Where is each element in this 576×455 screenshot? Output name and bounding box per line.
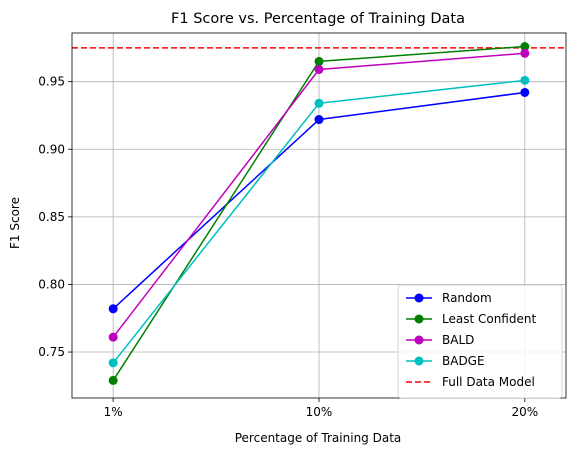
legend-entry: Random bbox=[406, 291, 492, 305]
data-point bbox=[314, 115, 324, 125]
legend-marker bbox=[414, 335, 424, 345]
legend-label: Random bbox=[442, 291, 492, 305]
data-point bbox=[108, 358, 118, 368]
series-3 bbox=[108, 75, 530, 368]
y-tick-label: 0.75 bbox=[38, 345, 65, 359]
legend-label: Full Data Model bbox=[442, 375, 535, 389]
series-layer bbox=[108, 42, 530, 385]
y-tick-label: 0.95 bbox=[38, 75, 65, 89]
legend-entry: Full Data Model bbox=[406, 375, 535, 389]
legend-box bbox=[397, 284, 563, 399]
data-point bbox=[108, 332, 118, 342]
legend-entry: BADGE bbox=[406, 354, 485, 368]
series-1 bbox=[108, 42, 530, 385]
y-tick-label: 0.80 bbox=[38, 277, 65, 291]
legend: Random Least Confident BALD BADGE Full Data … bbox=[397, 284, 563, 399]
legend-label: Least Confident bbox=[442, 312, 536, 326]
legend-label: BADGE bbox=[442, 354, 485, 368]
x-axis: 1% 10% 20% bbox=[104, 398, 538, 419]
y-tick-label: 0.85 bbox=[38, 210, 65, 224]
data-point bbox=[520, 42, 530, 52]
legend-entry: BALD bbox=[406, 333, 474, 347]
data-point bbox=[520, 87, 530, 97]
x-tick-label: 20% bbox=[511, 405, 538, 419]
data-point bbox=[520, 48, 530, 58]
legend-marker bbox=[414, 293, 424, 303]
x-tick-label: 10% bbox=[306, 405, 333, 419]
data-point bbox=[314, 56, 324, 66]
legend-marker bbox=[414, 356, 424, 366]
y-tick-label: 0.90 bbox=[38, 142, 65, 156]
x-axis-label: Percentage of Training Data bbox=[235, 431, 402, 445]
data-point bbox=[108, 304, 118, 314]
chart-title: F1 Score vs. Percentage of Training Data bbox=[171, 11, 465, 27]
legend-entry: Least Confident bbox=[406, 312, 536, 326]
series-2 bbox=[108, 48, 530, 342]
legend-marker bbox=[414, 314, 424, 324]
legend-label: BALD bbox=[442, 333, 474, 347]
data-point bbox=[520, 75, 530, 85]
data-point bbox=[108, 375, 118, 385]
data-point bbox=[314, 98, 324, 108]
series-0 bbox=[108, 87, 530, 314]
data-point bbox=[314, 65, 324, 74]
x-tick-label: 1% bbox=[104, 405, 123, 419]
y-axis: 0.75 0.80 0.85 0.90 0.95 bbox=[38, 75, 72, 359]
y-axis-label: F1 Score bbox=[8, 197, 22, 249]
